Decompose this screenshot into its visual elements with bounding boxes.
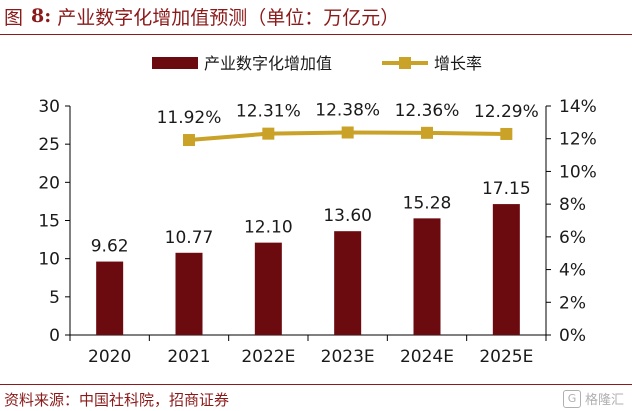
x-tick-label: 2021 [167,347,210,367]
y-left-tick-label: 15 [38,212,60,232]
watermark-logo-icon: G [562,389,581,408]
y-left-tick-label: 0 [49,326,60,346]
legend-bar-swatch [152,57,198,69]
growth-value-label: 12.31% [236,102,301,122]
legend: 产业数字化增加值 增长率 [152,54,482,73]
y-right-tick-label: 2% [559,293,586,313]
bar-value-label: 13.60 [323,206,372,226]
bar-value-label: 15.28 [403,193,452,213]
growth-point [341,126,354,139]
bar-value-label: 12.10 [244,218,293,238]
growth-point [183,134,195,147]
legend-bar-label: 产业数字化增加值 [204,54,332,73]
growth-point [421,126,433,139]
growth-value-label: 11.92% [157,108,222,128]
growth-value-label: 12.29% [474,102,539,122]
x-tick-label: 2022E [241,347,295,367]
figure-title-text: 产业数字化增加值预测（单位：万亿元） [57,6,400,29]
bar [492,204,520,335]
top-rule [0,34,632,35]
bar-value-label: 10.77 [165,228,214,248]
y-left-tick-label: 20 [38,173,60,193]
x-tick-label: 2023E [321,347,375,367]
bar [334,231,362,335]
x-tick-label: 2025E [479,347,533,367]
bar-value-label: 17.15 [482,179,531,199]
growth-value-label: 12.36% [395,101,460,121]
growth-point [500,127,513,140]
x-tick-label: 2024E [400,347,454,367]
figure-title: 图 8: 产业数字化增加值预测（单位：万亿元） [4,2,624,30]
growth-point [262,127,275,140]
growth-value-label: 12.38% [315,100,380,120]
bar [175,252,203,335]
y-left-tick-label: 30 [38,97,60,117]
y-right-tick-label: 0% [559,326,586,346]
source-note: 资料来源：中国社科院，招商证券 [4,391,230,409]
x-tick-label: 2020 [88,347,131,367]
legend-line-marker [399,57,411,69]
watermark: G 格隆汇 [562,389,624,408]
legend-line-label: 增长率 [434,54,482,73]
watermark-text: 格隆汇 [584,393,624,408]
figure-number: 8: [31,5,52,27]
bottom-rule [0,384,632,385]
y-left-tick-label: 10 [38,250,60,270]
bar-value-label: 9.62 [91,237,129,257]
y-right-tick-label: 6% [559,228,586,248]
figure-label: 图 [4,6,24,29]
axes: 0 5 10 15 20 25 30 0% 2% 4% 6% 8% 10% 12% 14% 2020 2021 2… [38,97,596,367]
y-left-tick-label: 25 [38,135,60,155]
y-right-tick-label: 8% [559,195,586,215]
y-left-tick-label: 5 [49,288,60,308]
growth-line: 11.92% 12.31% 12.38% 12.36% 12.29% [157,100,539,147]
bar [96,261,124,335]
bars: 9.62 10.77 12.10 13.60 15.28 17.15 [91,179,531,335]
y-right-tick-label: 10% [559,162,597,182]
y-right-tick-label: 12% [559,130,597,150]
y-right-tick-label: 14% [559,97,597,117]
bar [254,242,282,335]
y-right-tick-label: 4% [559,261,586,281]
bar [413,218,441,335]
